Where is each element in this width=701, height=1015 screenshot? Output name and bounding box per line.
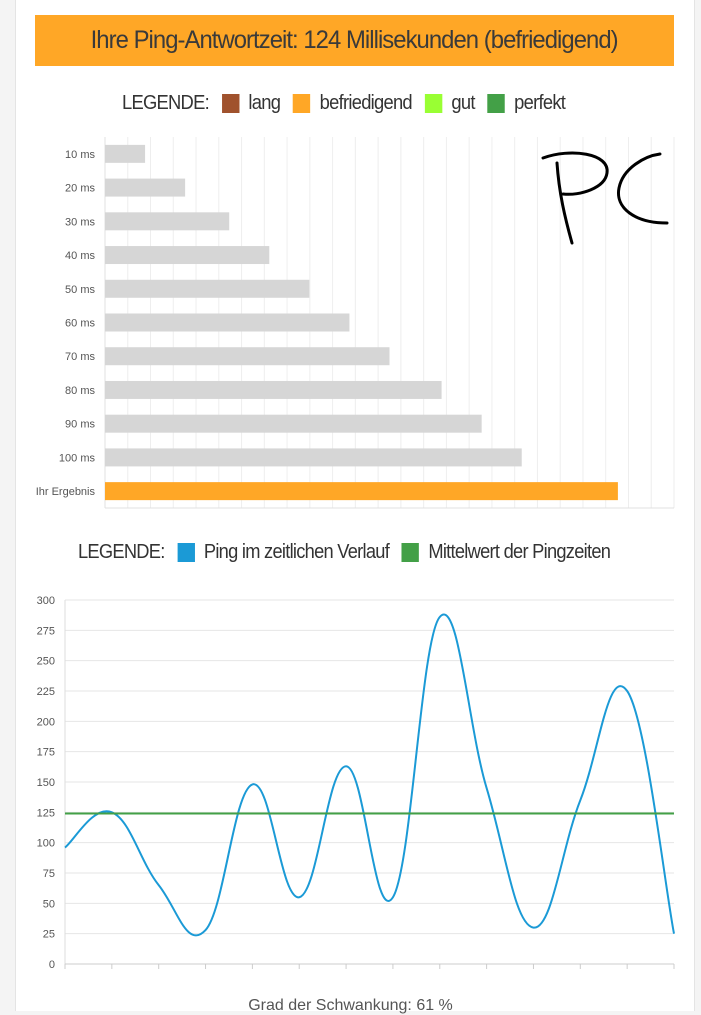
fluctuation-text: Grad der Schwankung: 61 %	[248, 997, 453, 1014]
legend-label-befriedigend: befriedigend	[319, 91, 413, 114]
legend-label-ping-verlauf: Ping im zeitlichen Verlauf	[203, 540, 390, 563]
bar-category-label: 30 ms	[65, 216, 95, 228]
y-tick-label: 225	[37, 686, 55, 698]
legend-label-gut: gut	[451, 91, 475, 114]
bar-category-label: 60 ms	[65, 318, 95, 330]
bar	[105, 212, 230, 231]
legend-item-gut: gut	[424, 91, 475, 115]
y-tick-label: 300	[37, 595, 55, 607]
bar	[105, 279, 310, 298]
legend-label-mittelwert: Mittelwert der Pingzeiten	[428, 540, 611, 563]
legend-swatch-mittelwert	[401, 542, 420, 562]
legend-swatch-perfekt	[487, 93, 505, 113]
handwritten-pc-annotation: PC	[541, 151, 669, 245]
bar	[105, 448, 522, 467]
y-tick-label: 150	[37, 777, 55, 789]
y-tick-label: 200	[37, 716, 55, 728]
bar	[105, 246, 270, 265]
bar-category-label: 70 ms	[65, 351, 95, 363]
bar	[105, 414, 482, 433]
bar-category-label: Ihr Ergebnis	[36, 486, 96, 498]
ping-bar-chart: 10 ms 20 ms 30 ms 40 ms 50 ms 60 ms 70 ms 80 ms…	[36, 137, 675, 509]
y-tick-label: 250	[37, 656, 55, 668]
y-tick-label: 125	[37, 807, 55, 819]
bar	[105, 313, 350, 332]
bar-category-label: 90 ms	[65, 419, 95, 431]
speed-legend: LEGENDE: lang befriedigend gut perfekt	[122, 89, 578, 117]
legend-label-perfekt: perfekt	[514, 91, 566, 114]
bar-category-label: 10 ms	[65, 149, 95, 161]
legend-title: LEGENDE:	[122, 91, 210, 114]
y-tick-label: 0	[49, 959, 55, 971]
legend-swatch-gut	[424, 93, 443, 113]
legend-item-befriedigend: befriedigend	[293, 91, 413, 115]
bar-category-label: 40 ms	[65, 250, 95, 262]
bar	[105, 347, 390, 366]
bar	[105, 482, 618, 501]
legend-item-mittelwert: Mittelwert der Pingzeiten	[401, 540, 611, 564]
y-tick-label: 100	[37, 838, 55, 850]
legend-swatch-befriedigend	[293, 93, 311, 113]
legend-swatch-ping-verlauf	[177, 542, 195, 562]
y-tick-label: 75	[43, 868, 55, 880]
bar-category-label: 50 ms	[65, 284, 95, 296]
y-tick-label: 275	[37, 625, 55, 637]
legend-swatch-lang	[221, 93, 240, 113]
legend-item-lang: lang	[221, 91, 281, 115]
legend-label-lang: lang	[248, 91, 281, 114]
legend-title: LEGENDE:	[78, 540, 165, 563]
bar	[105, 380, 442, 399]
ping-series-line	[64, 613, 675, 937]
result-title: Ihre Ping-Antwortzeit: 124 Millisekunden…	[90, 26, 619, 54]
bar	[105, 144, 146, 163]
y-tick-label: 25	[43, 929, 55, 941]
y-tick-label: 50	[43, 898, 55, 910]
y-tick-label: 175	[37, 747, 55, 759]
bar-category-label: 80 ms	[65, 385, 95, 397]
history-legend: LEGENDE: Ping im zeitlichen Verlauf Mitt…	[78, 538, 623, 566]
result-banner: Ihre Ping-Antwortzeit: 124 Millisekunden…	[35, 15, 674, 66]
bar	[105, 178, 186, 197]
legend-item-ping-verlauf: Ping im zeitlichen Verlauf	[177, 540, 390, 564]
bar-category-label: 100 ms	[59, 452, 96, 464]
bar-category-label: 20 ms	[65, 183, 95, 195]
legend-item-perfekt: perfekt	[487, 91, 566, 115]
